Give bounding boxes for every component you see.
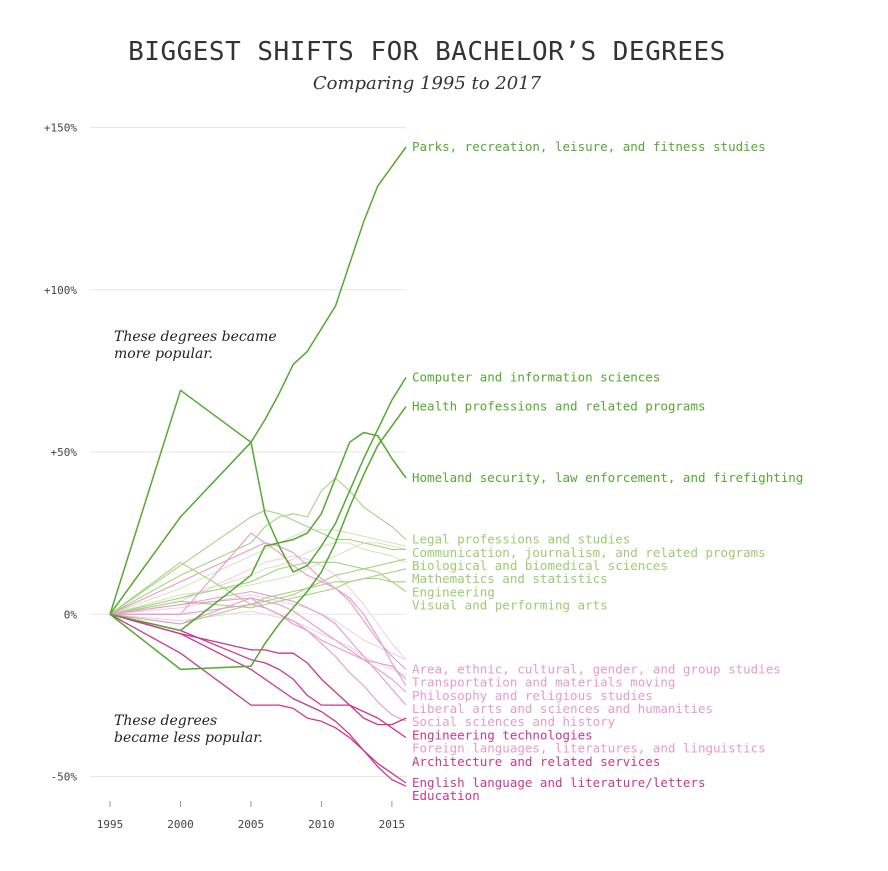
series-label-english-language-and-literature-letters: English language and literature/letters — [412, 775, 706, 790]
x-tick-label: 2005 — [238, 818, 265, 831]
series-label-mathematics-and-statistics: Mathematics and statistics — [412, 571, 608, 586]
series-line-transportation-and-materials-moving — [109, 597, 407, 680]
y-tick-label: 0% — [64, 608, 78, 621]
series-label-transportation-and-materials-moving: Transportation and materials moving — [412, 675, 675, 690]
series-line-visual-and-performing-arts — [109, 561, 407, 615]
series-line-computer-and-information-sciences — [109, 377, 407, 615]
y-tick-label: +50% — [51, 446, 78, 459]
series-labels: Parks, recreation, leisure, and fitness … — [412, 139, 803, 803]
series-label-homeland-security-law-enforcement-and-firefighting: Homeland security, law enforcement, and … — [412, 470, 803, 485]
series-line-homeland-security-law-enforcement-and-firefighting — [109, 431, 407, 632]
series-label-architecture-and-related-services: Architecture and related services — [412, 754, 660, 769]
series-line-education — [109, 613, 407, 787]
series-line-communication-journalism-and-related-programs — [109, 509, 406, 615]
x-tick-label: 2000 — [167, 818, 194, 831]
series-label-communication-journalism-and-related-programs: Communication, journalism, and related p… — [412, 545, 766, 560]
series-line-mathematics-and-statistics — [109, 568, 407, 615]
series-line-foreign-languages-literatures-and-linguistics — [110, 603, 407, 722]
annotations: These degrees became more popular. These d… — [114, 329, 277, 746]
x-tick-label: 2010 — [308, 818, 335, 831]
series-label-parks-recreation-leisure-and-fitness-studies: Parks, recreation, leisure, and fitness … — [412, 139, 766, 154]
series-line-unlabeled — [109, 542, 407, 615]
chart-subtitle: Comparing 1995 to 2017 — [313, 73, 542, 94]
series-label-computer-and-information-sciences: Computer and information sciences — [412, 369, 660, 384]
x-tick-label: 1995 — [97, 818, 124, 831]
annotation-less-popular: These degrees became less popular. — [114, 713, 263, 746]
series-line-health-professions-and-related-programs — [109, 406, 407, 671]
series-line-parks-recreation-leisure-and-fitness-studies — [109, 146, 407, 615]
series-line-philosophy-and-religious-studies — [110, 532, 407, 686]
series-label-liberal-arts-and-sciences-and-humanities: Liberal arts and sciences and humanities — [412, 701, 713, 716]
series-label-engineering-technologies: Engineering technologies — [412, 727, 593, 742]
series-lines — [109, 146, 407, 787]
series-label-education: Education — [412, 788, 480, 803]
y-tick-label: +150% — [44, 122, 77, 135]
y-tick-label: -50% — [51, 771, 78, 784]
series-line-area-ethnic-cultural-gender-and-group-studies — [109, 542, 407, 670]
x-tick-label: 2015 — [379, 818, 406, 831]
series-line-social-sciences-and-history — [109, 590, 407, 706]
series-label-visual-and-performing-arts: Visual and performing arts — [412, 598, 608, 613]
series-label-area-ethnic-cultural-gender-and-group-studies: Area, ethnic, cultural, gender, and grou… — [412, 661, 781, 676]
series-label-engineering: Engineering — [412, 584, 495, 599]
x-axis: 1995 2000 2005 2010 2015 — [97, 801, 405, 831]
series-line-engineering-technologies — [109, 613, 407, 726]
series-line-unlabeled — [109, 542, 407, 615]
series-line-engineering — [109, 578, 406, 625]
series-label-philosophy-and-religious-studies: Philosophy and religious studies — [412, 688, 653, 703]
series-label-social-sciences-and-history: Social sciences and history — [412, 714, 616, 729]
y-tick-label: +100% — [44, 284, 77, 297]
series-line-liberal-arts-and-sciences-and-humanities — [109, 597, 407, 693]
series-label-health-professions-and-related-programs: Health professions and related programs — [412, 399, 706, 414]
series-label-biological-and-biomedical-sciences: Biological and biomedical sciences — [412, 558, 668, 573]
y-axis: +150% +100% +50% 0% -50% — [44, 122, 77, 784]
series-line-architecture-and-related-services — [109, 613, 407, 739]
annotation-more-popular: These degrees became more popular. — [114, 329, 277, 362]
series-label-foreign-languages-literatures-and-linguistics: Foreign languages, literatures, and ling… — [412, 741, 766, 756]
series-line-legal-professions-and-studies — [109, 477, 407, 615]
chart-title: BIGGEST SHIFTS FOR BACHELOR’S DEGREES — [128, 37, 726, 67]
series-line-english-language-and-literature-letters — [109, 613, 407, 784]
gridlines — [90, 127, 406, 777]
series-label-legal-professions-and-studies: Legal professions and studies — [412, 532, 630, 547]
